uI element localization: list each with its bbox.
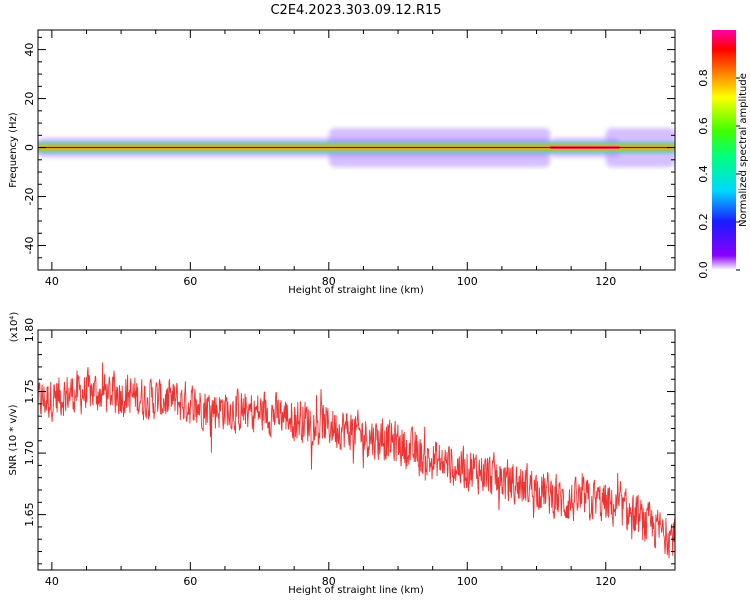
snr-y-tick-label: 1.65 <box>23 502 36 527</box>
snr-y-ticks: 1.80 1.75 1.70 1.65 <box>23 318 675 565</box>
snr-x-axis-label: Height of straight line (km) <box>288 585 424 596</box>
snr-y-multiplier: (x10⁴) <box>9 312 20 343</box>
colorbar-gradient <box>712 30 736 270</box>
colorbar-tick-label: 0.0 <box>697 261 710 279</box>
spectrogram-x-tick-label: 120 <box>595 275 616 288</box>
colorbar-tick-label: 0.8 <box>697 69 710 87</box>
colorbar-tick-label: 0.2 <box>697 213 710 231</box>
spectrogram-plot-area <box>38 127 675 168</box>
spectrogram-x-axis-label: Height of straight line (km) <box>288 285 424 296</box>
spectrogram-y-tick-label: -40 <box>23 237 36 255</box>
snr-panel: 40 60 80 100 120 1.80 1.75 1.70 1.65 Height of … <box>8 312 676 596</box>
snr-frame <box>37 329 676 571</box>
spectrogram-y-ticks: 40 20 0 -20 -40 <box>23 36 675 259</box>
snr-y-tick-label: 1.75 <box>23 379 36 404</box>
snr-y-tick-label: 1.80 <box>23 318 36 343</box>
snr-y-axis-label: SNR (10 * v/v) <box>8 404 19 475</box>
snr-x-ticks: 40 60 80 100 120 <box>45 330 676 588</box>
snr-plot-area <box>38 362 675 559</box>
colorbar-ticks: 0.0 0.2 0.4 0.6 0.8 <box>697 69 740 279</box>
spectrogram-y-tick-label: 40 <box>23 43 36 57</box>
figure-title: C2E4.2023.303.09.12.R15 <box>270 3 441 18</box>
snr-x-tick-label: 80 <box>322 575 336 588</box>
colorbar-label: Normalized spectral amplitude <box>738 73 749 227</box>
spectrogram-x-tick-label: 40 <box>45 275 59 288</box>
spectrogram-y-axis-label: Frequency (Hz) <box>8 112 19 188</box>
spectrogram-frame <box>37 29 676 271</box>
spectrogram-x-tick-label: 80 <box>322 275 336 288</box>
spectrogram-y-tick-label: -20 <box>23 188 36 206</box>
spectrogram-y-tick-label: 20 <box>23 92 36 106</box>
colorbar-tick-label: 0.6 <box>697 117 710 135</box>
colorbar-tick-label: 0.4 <box>697 165 710 183</box>
snr-x-tick-label: 100 <box>457 575 478 588</box>
spectrogram-x-tick-label: 60 <box>183 275 197 288</box>
spectrogram-x-tick-label: 100 <box>457 275 478 288</box>
spectrogram-x-ticks: 40 60 80 100 120 <box>45 30 676 288</box>
colorbar: 0.0 0.2 0.4 0.6 0.8 Normalized spectral ampl… <box>697 30 749 279</box>
snr-x-tick-label: 120 <box>595 575 616 588</box>
spectrogram-panel: 40 60 80 100 120 40 20 0 -20 -40 Height of strai… <box>8 29 676 296</box>
snr-y-tick-label: 1.70 <box>23 441 36 466</box>
snr-x-tick-label: 60 <box>183 575 197 588</box>
snr-series-line <box>38 362 675 559</box>
spectrogram-y-tick-label: 0 <box>23 144 36 151</box>
snr-x-tick-label: 40 <box>45 575 59 588</box>
